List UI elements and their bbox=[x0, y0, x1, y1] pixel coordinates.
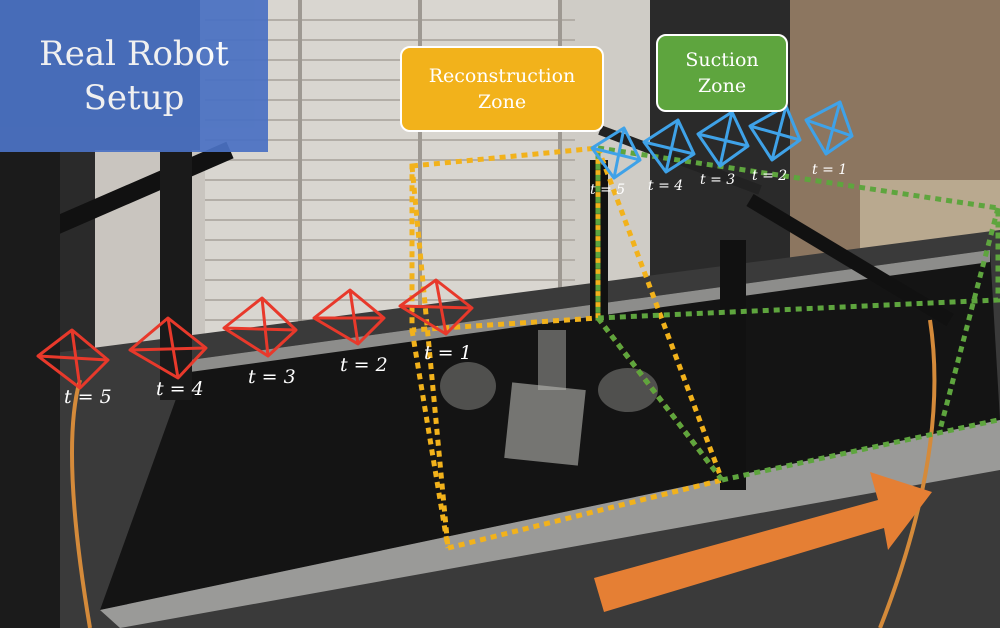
red-camera-t1 bbox=[398, 278, 474, 336]
suction-zone-line-1: Suction bbox=[685, 49, 759, 71]
blue-camera-label-t2: t = 2 bbox=[752, 168, 788, 184]
blue-camera-label-t5: t = 5 bbox=[590, 182, 626, 198]
transparent-objects bbox=[440, 330, 658, 466]
title-banner: Real Robot Setup bbox=[0, 0, 268, 152]
blue-camera-label-t3: t = 3 bbox=[700, 172, 736, 188]
red-camera-label-t2: t = 2 bbox=[340, 354, 388, 376]
suction-zone-line-2: Zone bbox=[697, 75, 747, 97]
reconstruction-zone-line-2: Zone bbox=[477, 91, 527, 113]
blue-camera-t2 bbox=[748, 104, 802, 162]
conveyor-direction-arrow bbox=[594, 472, 932, 612]
title-line-2: Setup bbox=[83, 78, 185, 118]
reconstruction-zone-line-1: Reconstruction bbox=[428, 65, 576, 87]
blue-camera-label-t1: t = 1 bbox=[812, 162, 848, 178]
red-camera-t2 bbox=[312, 288, 386, 346]
red-camera-frusta bbox=[36, 278, 474, 390]
reconstruction-zone-label: Reconstruction Zone bbox=[400, 46, 604, 132]
blue-camera-t4 bbox=[642, 118, 696, 174]
red-camera-label-t3: t = 3 bbox=[248, 366, 296, 388]
red-camera-t4 bbox=[128, 316, 208, 380]
red-camera-t3 bbox=[222, 296, 298, 358]
blue-camera-t5 bbox=[590, 126, 642, 180]
blue-camera-label-t4: t = 4 bbox=[648, 178, 684, 194]
blue-camera-t1 bbox=[804, 100, 854, 156]
red-camera-label-t1: t = 1 bbox=[424, 342, 472, 364]
suction-zone-label: Suction Zone bbox=[656, 34, 788, 112]
blue-camera-t3 bbox=[696, 110, 750, 168]
red-camera-label-t4: t = 4 bbox=[156, 378, 204, 400]
suction-zone-outline bbox=[595, 145, 1000, 483]
blue-camera-frusta bbox=[590, 100, 854, 180]
red-camera-t5 bbox=[36, 328, 110, 390]
red-camera-label-t5: t = 5 bbox=[64, 386, 112, 408]
title-line-1: Real Robot bbox=[39, 34, 229, 74]
